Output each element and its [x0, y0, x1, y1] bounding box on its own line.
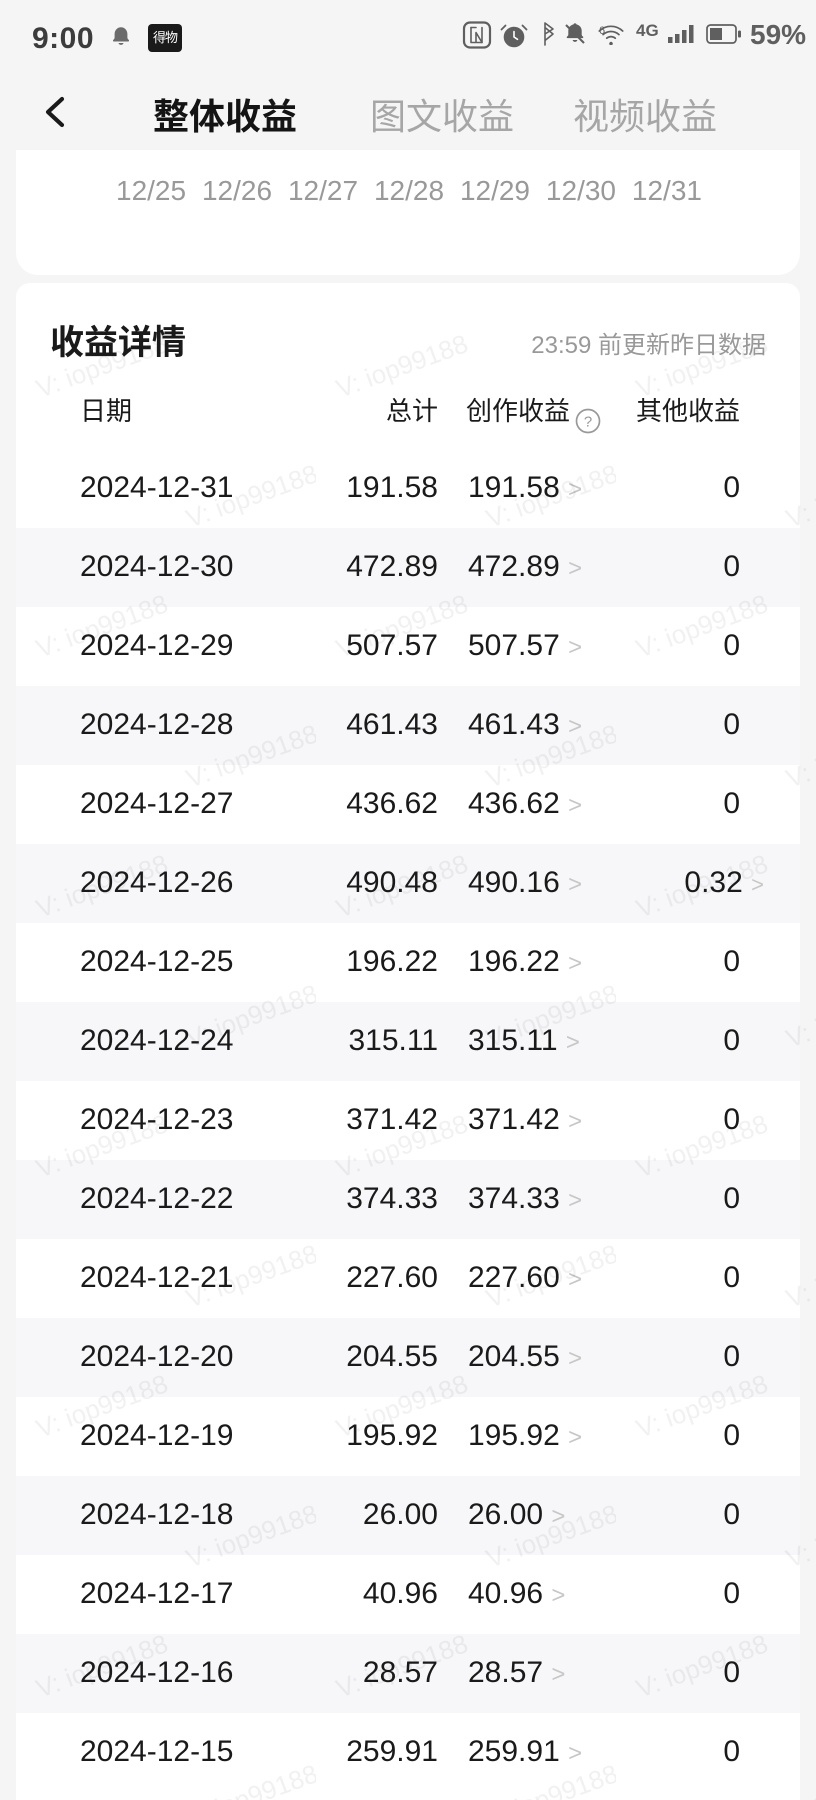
svg-text:?: ? — [584, 414, 592, 431]
svg-text:6: 6 — [599, 25, 605, 37]
